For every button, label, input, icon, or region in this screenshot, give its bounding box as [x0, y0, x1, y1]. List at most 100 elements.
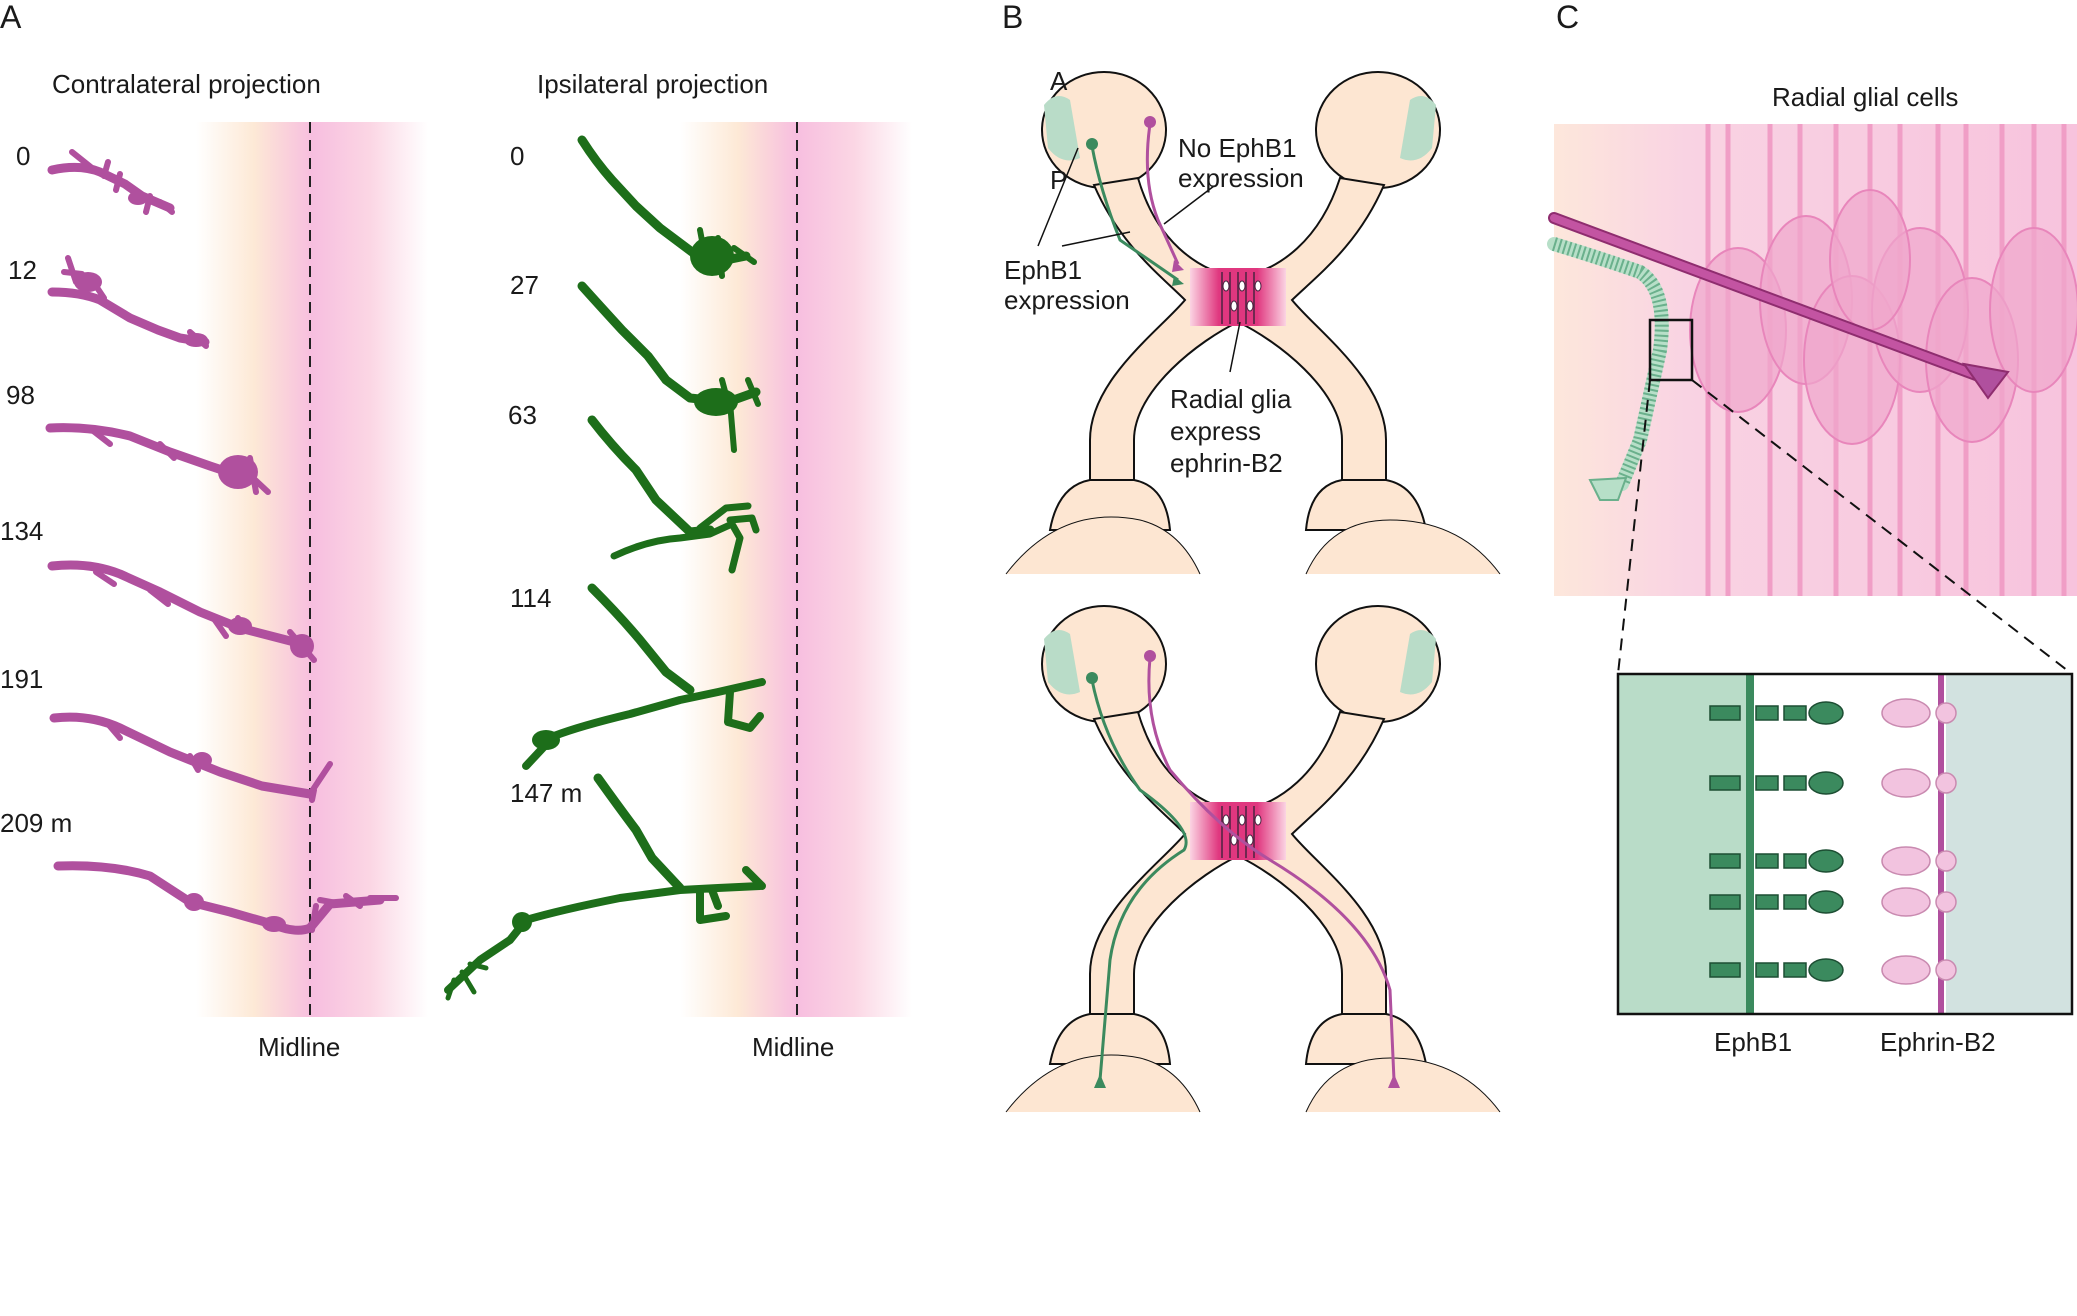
radial-glial-cells-title: Radial glial cells — [1772, 82, 1958, 112]
ipsi-midline-label: Midline — [752, 1032, 834, 1062]
green-growth-cone — [1588, 476, 1628, 501]
contra-growth-cone-t191 — [49, 712, 333, 803]
radial-glia-label-2: express — [1170, 416, 1261, 446]
contra-time-label: 191 — [0, 664, 43, 694]
contra-time-label: 12 — [8, 255, 37, 285]
left-brain-surface — [1005, 516, 1201, 575]
magenta-growth-cone — [1961, 362, 2010, 400]
no-ephb1-label-2: expression — [1178, 163, 1304, 193]
ipsi-time-label: 27 — [510, 270, 539, 300]
contra-time-label: 0 — [16, 141, 30, 171]
ephrin-b2-ligands — [1881, 698, 1957, 985]
axon-membrane — [1746, 674, 1754, 1014]
ephb1-label-2: expression — [1004, 285, 1130, 315]
right-brain-surface — [1305, 519, 1501, 575]
green-rgc-soma — [1086, 672, 1098, 684]
left-lgn — [1048, 479, 1172, 531]
ipsi-time-label: 63 — [508, 400, 537, 430]
chiasm-bottom — [1005, 605, 1501, 1113]
ipsi-growth-cone-t63 — [587, 415, 760, 574]
radial-glia-leader-line — [1229, 321, 1241, 373]
contra-time-label: 209 m — [0, 808, 72, 838]
panel-b-letter: B — [1002, 0, 1023, 35]
ephrin-b2-ligand — [1881, 698, 1957, 728]
right-lgn — [1304, 1013, 1428, 1065]
ephb1-inset-label: EphB1 — [1714, 1027, 1792, 1057]
contra-growth-cone-t209 — [53, 861, 399, 935]
axon-membrane-side — [1618, 674, 1754, 1014]
glia-membrane-side — [1946, 674, 2072, 1014]
ephrin-b2-ligand — [1881, 887, 1957, 917]
ephb1-receptors — [1709, 701, 1844, 982]
magenta-growth-cone — [1388, 1074, 1400, 1088]
right-ventrotemporal-retina — [1400, 96, 1436, 161]
magenta-rgc-soma — [1144, 116, 1156, 128]
left-ventrotemporal-retina — [1044, 96, 1080, 161]
panel-b: B — [1002, 0, 1501, 1113]
ipsilateral-axon-c — [1547, 237, 1669, 501]
optic-nerve-tracts — [1089, 710, 1387, 1015]
ipsi-growth-cone-t27 — [577, 281, 761, 453]
ephrin-b2-inset-label: Ephrin-B2 — [1880, 1027, 1996, 1057]
contralateral-axon-c — [1548, 212, 2010, 400]
radial-glia-label-3: ephrin-B2 — [1170, 448, 1283, 478]
radial-glia-at-midline — [1221, 272, 1255, 324]
right-brain-surface — [1305, 1057, 1501, 1113]
green-rgc-soma — [1086, 138, 1098, 150]
contra-growth-cone-t98 — [45, 423, 271, 495]
left-ventrotemporal-retina — [1044, 630, 1080, 695]
panel-a-letter: A — [0, 0, 22, 35]
panel-a: A Contralateral projection Ipsilateral p… — [0, 0, 912, 1062]
chiasm-top: A P No EphB1 expression EphB1 expression… — [1004, 66, 1501, 575]
zoom-line-left — [1617, 379, 1651, 675]
no-ephb1-label: No EphB1 — [1178, 133, 1297, 163]
ipsilateral-axon-path — [1090, 679, 1188, 1081]
ephb1-receptor — [1709, 771, 1844, 795]
contra-growth-cone-t12 — [47, 255, 210, 349]
zoom-line-right — [1691, 379, 2073, 675]
anterior-label: A — [1050, 66, 1068, 96]
inset-frame — [1616, 672, 2074, 1016]
right-ventrotemporal-retina — [1400, 630, 1436, 695]
contra-midline-band — [196, 122, 428, 1017]
ephb1-receptor — [1709, 849, 1844, 873]
ephb1-receptor — [1709, 890, 1844, 914]
receptor-inset — [1616, 672, 2074, 1016]
contra-growth-cone-t0 — [47, 149, 175, 215]
glial-cell-bodies — [1222, 280, 1262, 312]
magenta-rgc-soma — [1144, 650, 1156, 662]
contralateral-growth-cones — [45, 149, 399, 935]
panel-c-letter: C — [1556, 0, 1579, 35]
glial-cell-bodies — [1222, 814, 1262, 846]
green-growth-cone — [1172, 276, 1184, 286]
contra-time-label: 98 — [6, 380, 35, 410]
left-lgn — [1048, 1013, 1172, 1065]
contra-midline-label: Midline — [258, 1032, 340, 1062]
ipsi-growth-cone-t147 — [444, 773, 766, 1001]
ipsilateral-axon-path — [1090, 145, 1179, 282]
right-lgn — [1304, 479, 1428, 531]
contralateral-title: Contralateral projection — [52, 69, 321, 99]
contralateral-axon-path — [1147, 657, 1396, 1081]
ephb1-leader-line-2 — [1061, 231, 1131, 247]
ephb1-receptor — [1709, 958, 1844, 982]
ipsi-time-label: 114 — [510, 583, 551, 613]
no-ephb1-leader-line — [1163, 185, 1215, 225]
green-growth-cone — [1094, 1074, 1106, 1088]
contra-growth-cone-t134 — [47, 560, 317, 663]
contra-time-label: 134 — [0, 516, 43, 546]
ephrin-b2-ligand — [1881, 955, 1957, 985]
zoom-box — [1648, 318, 1694, 382]
magenta-growth-cone — [1172, 260, 1184, 272]
ephrin-b2-ligand — [1881, 846, 1957, 876]
ipsi-growth-cone-t114 — [522, 583, 766, 770]
ipsi-time-label: 0 — [510, 141, 524, 171]
radial-glia-label: Radial glia — [1170, 384, 1292, 414]
optic-nerve-tracts — [1089, 176, 1387, 481]
ephrin-b2-ligand — [1881, 768, 1957, 798]
ephb1-label: EphB1 — [1004, 255, 1082, 285]
ipsilateral-growth-cones — [444, 135, 766, 1001]
contralateral-axon-path — [1145, 123, 1180, 265]
ipsilateral-title: Ipsilateral projection — [537, 69, 768, 99]
